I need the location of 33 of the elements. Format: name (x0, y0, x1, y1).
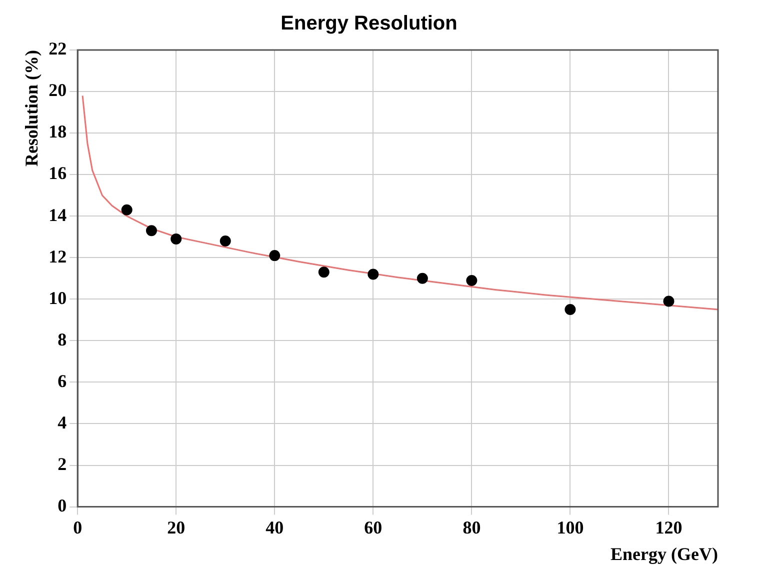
y-tick-label: 20 (48, 80, 67, 100)
point (170, 233, 182, 244)
x-tick-label: 40 (266, 517, 284, 538)
point (416, 272, 428, 284)
point (663, 296, 674, 307)
point (466, 274, 478, 286)
x-tick-label: 0 (73, 517, 82, 538)
x-tick-label: 120 (655, 517, 682, 538)
y-tick-label: 10 (48, 288, 67, 308)
point (146, 225, 157, 236)
point (318, 266, 330, 278)
x-tick-label: 60 (364, 517, 382, 538)
y-tick-label: 16 (48, 163, 67, 184)
x-tick-label: 20 (167, 517, 186, 538)
y-tick-label: 4 (58, 412, 67, 432)
y-axis-title: Resolution (%) (21, 50, 42, 166)
point (269, 250, 280, 262)
x-tick-label: 80 (462, 517, 481, 538)
y-tick-label: 2 (58, 454, 67, 474)
y-tick-label: 14 (48, 204, 67, 225)
x-axis-title: Energy (GeV) (610, 544, 718, 564)
chart-title: Energy Resolution (280, 12, 458, 35)
point (564, 304, 576, 316)
y-tick-label: 8 (58, 329, 67, 350)
y-tick-label: 6 (58, 370, 67, 391)
point (368, 268, 379, 280)
y-tick-label: 18 (48, 122, 67, 142)
y-tick-label: 22 (48, 38, 67, 59)
y-tick-label: 0 (58, 495, 67, 516)
point (220, 236, 231, 247)
point (121, 204, 132, 216)
x-tick-label: 100 (556, 517, 584, 538)
y-tick-label: 12 (48, 246, 67, 266)
